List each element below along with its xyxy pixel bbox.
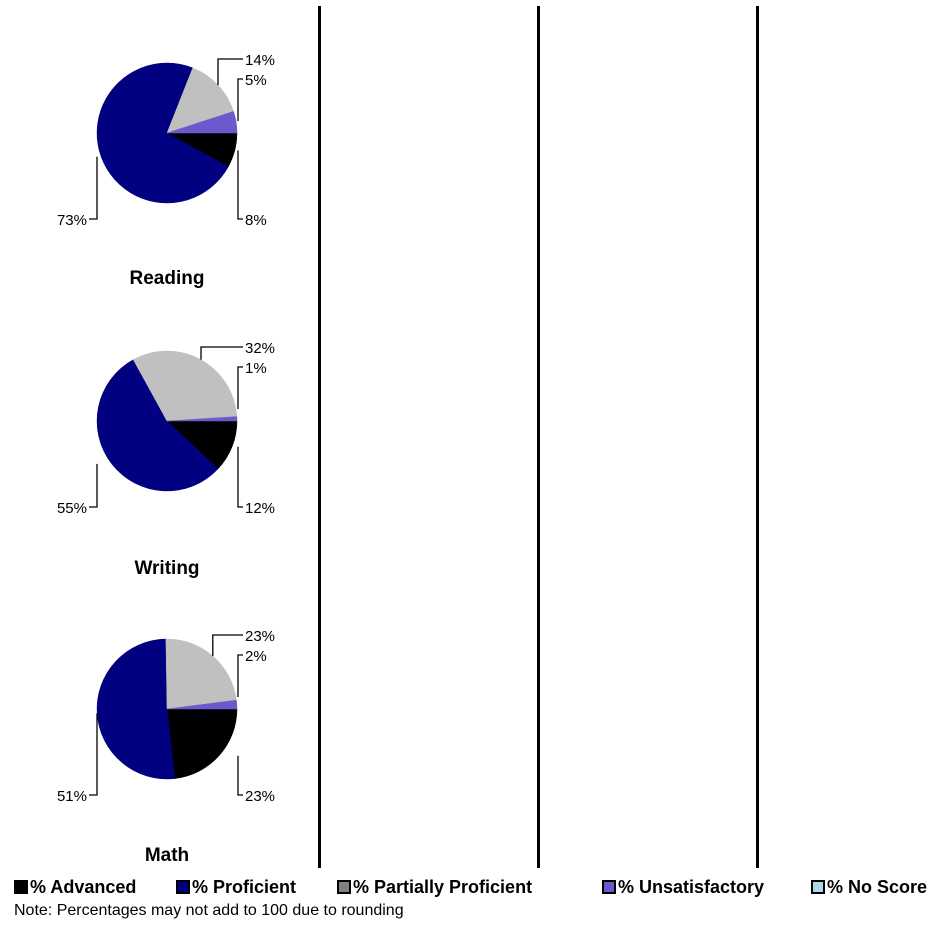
reading-leader-line-proficient [89,156,98,220]
legend-swatch [602,880,616,894]
math-data-label-unsatisfactory: 2% [245,648,267,665]
column-divider [756,6,759,868]
math-slice-proficient [96,638,176,780]
math-data-label-partially-proficient: 23% [245,628,275,645]
writing-data-label-proficient: 55% [57,500,87,517]
reading-data-label-unsatisfactory: 5% [245,72,267,89]
writing-data-label-advanced: 12% [245,500,275,517]
reading-leader-line-partially-proficient [217,58,243,86]
writing-slice-proficient [96,359,219,492]
pie-title-writing: Writing [134,558,200,579]
column-divider [318,6,321,868]
math-leader-line-partially-proficient [212,634,243,657]
legend-swatch [811,880,825,894]
pie-title-reading: Reading [129,268,205,289]
writing-leader-line-proficient [89,463,98,508]
reading-slice-unsatisfactory [166,111,238,134]
writing-slice-partially-proficient [132,350,238,422]
reading-leader-line-unsatisfactory [237,78,243,121]
legend-label: % No Score [827,877,928,897]
math-leader-line-advanced [237,755,243,796]
writing-leader-line-advanced [237,446,243,508]
rounding-note: Note: Percentages may not add to 100 due… [14,902,404,919]
math-leader-line-unsatisfactory [237,654,243,697]
math-data-label-proficient: 51% [57,788,87,805]
reading-leader-line-advanced [237,150,243,220]
reading-data-label-partially-proficient: 14% [245,52,275,69]
math-leader-line-proficient [89,713,98,796]
writing-data-label-partially-proficient: 32% [245,340,275,357]
legend-label: % Advanced [30,877,137,897]
math-slice-unsatisfactory [166,699,238,710]
legend-swatch [337,880,351,894]
pie-title-math: Math [144,845,190,866]
legend-swatch [176,880,190,894]
math-slice-advanced [166,708,238,779]
math-slice-partially-proficient [165,638,237,710]
legend-swatch [14,880,28,894]
legend-label: % Proficient [192,877,297,897]
math-data-label-advanced: 23% [245,788,275,805]
column-divider [537,6,540,868]
writing-data-label-unsatisfactory: 1% [245,360,267,377]
writing-slice-unsatisfactory [166,416,238,422]
legend-label: % Partially Proficient [353,877,533,897]
writing-leader-line-partially-proficient [200,346,243,360]
reading-data-label-proficient: 73% [57,212,87,229]
writing-leader-line-unsatisfactory [237,366,243,409]
reading-slice-proficient [96,62,229,204]
legend-label: % Unsatisfactory [618,877,765,897]
reading-data-label-advanced: 8% [245,212,267,229]
